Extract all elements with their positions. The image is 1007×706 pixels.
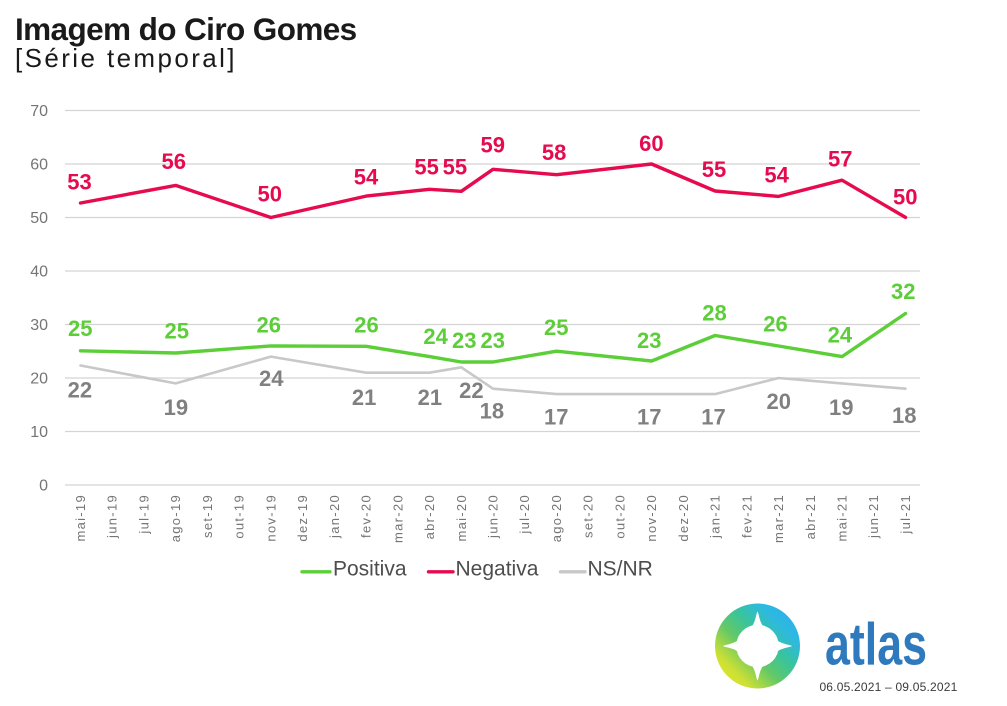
svg-text:23: 23 [452, 328, 476, 353]
svg-text:jul-21: jul-21 [898, 494, 913, 535]
svg-text:ago-20: ago-20 [549, 494, 564, 542]
svg-text:jan-20: jan-20 [327, 494, 342, 539]
svg-text:nov-19: nov-19 [263, 494, 278, 542]
svg-text:26: 26 [763, 311, 787, 336]
svg-text:58: 58 [542, 140, 566, 165]
svg-text:59: 59 [481, 133, 505, 158]
svg-text:28: 28 [702, 300, 726, 325]
svg-text:21: 21 [352, 385, 376, 410]
svg-text:fev-20: fev-20 [359, 494, 374, 538]
svg-text:jan-21: jan-21 [708, 494, 723, 539]
svg-text:abr-21: abr-21 [803, 494, 818, 539]
svg-text:54: 54 [764, 163, 789, 188]
svg-text:25: 25 [68, 316, 92, 341]
svg-text:56: 56 [161, 149, 185, 174]
svg-text:40: 40 [30, 263, 48, 280]
svg-text:57: 57 [828, 147, 852, 172]
svg-text:18: 18 [892, 403, 916, 428]
svg-text:54: 54 [354, 165, 379, 190]
svg-text:22: 22 [459, 378, 483, 403]
svg-text:25: 25 [544, 315, 568, 340]
svg-text:abr-20: abr-20 [422, 494, 437, 539]
svg-text:55: 55 [414, 155, 438, 180]
svg-text:22: 22 [68, 377, 92, 402]
svg-text:50: 50 [893, 185, 917, 210]
svg-text:18: 18 [480, 399, 504, 424]
svg-text:55: 55 [702, 157, 726, 182]
svg-text:20: 20 [767, 389, 791, 414]
svg-text:50: 50 [30, 210, 48, 227]
svg-text:19: 19 [829, 395, 853, 420]
svg-text:32: 32 [891, 279, 915, 304]
svg-text:fev-21: fev-21 [739, 494, 754, 538]
svg-text:26: 26 [354, 312, 378, 337]
svg-text:jun-20: jun-20 [486, 494, 501, 539]
svg-text:0: 0 [39, 477, 48, 494]
svg-text:atlas: atlas [825, 612, 927, 678]
svg-text:26: 26 [257, 312, 281, 337]
svg-text:06.05.2021 – 09.05.2021: 06.05.2021 – 09.05.2021 [819, 680, 957, 694]
svg-text:23: 23 [481, 328, 505, 353]
svg-text:Positiva: Positiva [333, 558, 407, 581]
svg-text:ago-19: ago-19 [168, 494, 183, 542]
svg-text:24: 24 [423, 324, 448, 349]
svg-text:23: 23 [637, 328, 661, 353]
svg-text:mar-20: mar-20 [390, 494, 405, 543]
svg-text:out-19: out-19 [232, 494, 247, 539]
svg-text:jul-19: jul-19 [137, 494, 152, 535]
svg-text:mai-19: mai-19 [73, 494, 88, 542]
svg-text:jul-20: jul-20 [517, 494, 532, 535]
svg-text:20: 20 [30, 370, 48, 387]
svg-text:nov-20: nov-20 [644, 494, 659, 542]
svg-text:set-20: set-20 [581, 494, 596, 538]
svg-text:jun-19: jun-19 [105, 494, 120, 539]
svg-text:NS/NR: NS/NR [588, 558, 653, 581]
svg-text:55: 55 [443, 155, 467, 180]
svg-text:21: 21 [418, 385, 442, 410]
svg-text:dez-20: dez-20 [676, 494, 691, 542]
svg-text:set-19: set-19 [200, 494, 215, 538]
svg-text:jun-21: jun-21 [866, 494, 881, 539]
svg-text:mar-21: mar-21 [771, 494, 786, 543]
svg-text:24: 24 [259, 366, 284, 391]
svg-text:19: 19 [164, 395, 188, 420]
svg-text:Negativa: Negativa [456, 558, 539, 581]
svg-text:mai-20: mai-20 [454, 494, 469, 542]
svg-text:70: 70 [30, 103, 48, 120]
svg-text:53: 53 [67, 169, 91, 194]
svg-text:17: 17 [544, 404, 568, 429]
svg-text:30: 30 [30, 317, 48, 334]
svg-text:out-20: out-20 [612, 494, 627, 539]
svg-text:dez-19: dez-19 [295, 494, 310, 542]
svg-text:60: 60 [639, 131, 663, 156]
svg-text:50: 50 [258, 181, 282, 206]
svg-text:17: 17 [701, 404, 725, 429]
svg-text:17: 17 [637, 404, 661, 429]
svg-text:mai-21: mai-21 [835, 494, 850, 542]
svg-text:24: 24 [828, 322, 853, 347]
svg-text:10: 10 [30, 424, 48, 441]
svg-text:25: 25 [165, 319, 189, 344]
svg-text:60: 60 [30, 156, 48, 173]
